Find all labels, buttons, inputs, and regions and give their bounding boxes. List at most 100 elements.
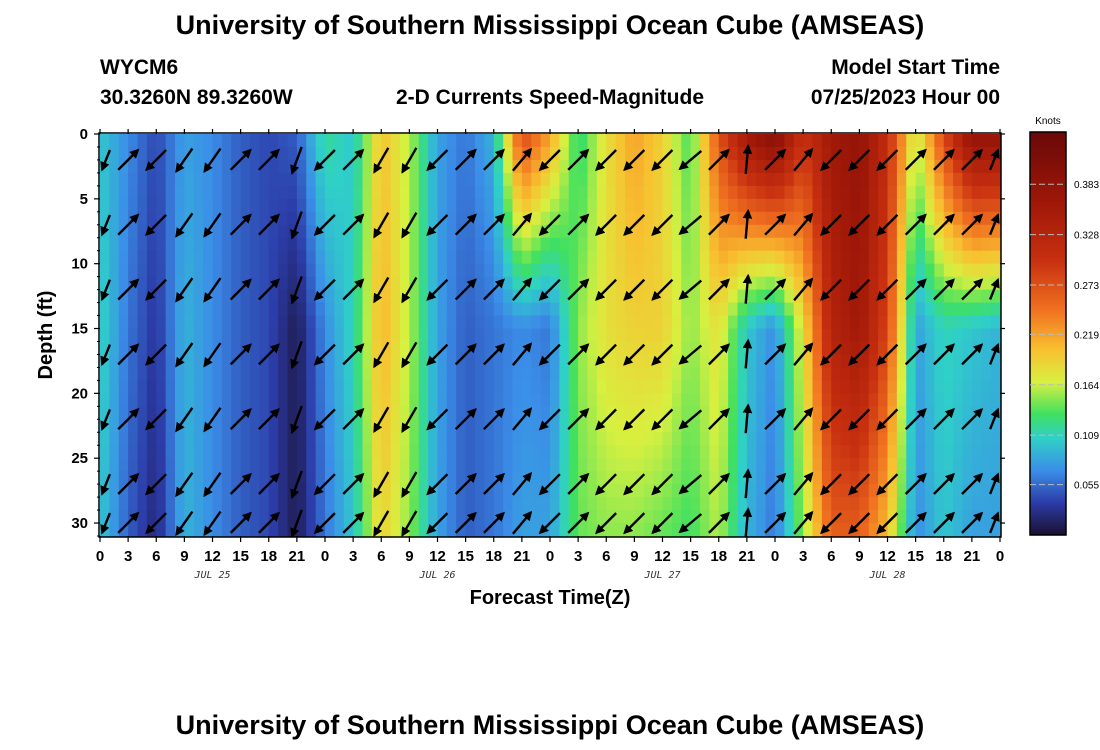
heatmap-cell <box>400 406 410 420</box>
heatmap-cell <box>371 328 382 343</box>
heatmap-cell <box>746 185 757 200</box>
heatmap-cell <box>268 237 279 252</box>
heatmap-cell <box>953 367 964 381</box>
heatmap-cell <box>709 159 720 174</box>
heatmap-cell <box>709 523 720 537</box>
heatmap-cell <box>240 237 251 252</box>
heatmap-cell <box>193 367 204 381</box>
heatmap-cell <box>953 354 964 369</box>
heatmap-cell <box>325 328 335 343</box>
heatmap-cell <box>231 393 242 407</box>
heatmap-cell <box>596 172 607 187</box>
heatmap-cell <box>428 458 439 472</box>
heatmap-cell <box>662 380 673 394</box>
heatmap-cell <box>493 185 504 200</box>
heatmap-cell <box>325 484 335 498</box>
heatmap-cell <box>156 250 167 265</box>
heatmap-cell <box>334 250 345 265</box>
heatmap-cell <box>737 406 748 420</box>
heatmap-cell <box>128 497 139 511</box>
heatmap-cell <box>709 302 720 317</box>
current-arrow <box>454 472 477 495</box>
heatmap-cell <box>156 445 167 459</box>
heatmap-cell <box>343 328 354 343</box>
heatmap-cell <box>503 419 514 433</box>
heatmap-cell <box>193 276 204 291</box>
heatmap-cell <box>793 367 804 381</box>
y-tick-label: 25 <box>71 450 88 467</box>
heatmap-cell <box>156 367 167 381</box>
heatmap-cell <box>634 354 645 369</box>
heatmap-cell <box>118 367 129 381</box>
heatmap-cell <box>446 250 457 265</box>
current-arrow <box>373 510 390 537</box>
heatmap-cell <box>165 224 176 239</box>
heatmap-cell <box>137 432 148 446</box>
heatmap-cell <box>728 315 739 330</box>
heatmap-cell <box>296 237 307 252</box>
heatmap-cell <box>456 406 467 420</box>
heatmap-cell <box>709 224 720 239</box>
heatmap-cell <box>428 510 439 524</box>
heatmap-cell <box>381 198 392 213</box>
heatmap-cell <box>803 484 814 498</box>
heatmap-cell <box>690 146 701 161</box>
heatmap-cell <box>700 185 710 200</box>
heatmap-cell <box>418 354 429 369</box>
heatmap-cell <box>371 380 382 394</box>
heatmap-cell <box>596 471 607 485</box>
heatmap-cell <box>296 146 307 161</box>
current-arrow <box>567 472 590 495</box>
heatmap-cell <box>709 172 720 187</box>
heatmap-cell <box>362 367 373 381</box>
heatmap-cell <box>728 302 739 317</box>
heatmap-cell <box>353 432 364 446</box>
heatmap-cell <box>981 198 992 213</box>
heatmap-cell <box>165 380 176 394</box>
heatmap-cell <box>971 289 982 304</box>
heatmap-cell <box>428 211 439 226</box>
x-tick-label: 12 <box>654 548 671 565</box>
heatmap-cell <box>203 302 214 317</box>
heatmap-cell <box>137 302 148 317</box>
heatmap-cell <box>859 393 870 407</box>
heatmap-cell <box>371 146 382 161</box>
heatmap-cell <box>306 328 317 343</box>
heatmap-cell <box>868 419 879 433</box>
heatmap-cell <box>728 406 739 420</box>
heatmap-cell <box>784 484 795 498</box>
heatmap-cell <box>221 432 232 446</box>
heatmap-cell <box>709 484 720 498</box>
heatmap-cell <box>568 302 579 317</box>
colorbar-gradient <box>1029 131 1067 536</box>
current-arrow <box>961 278 984 301</box>
x-tick-label: 15 <box>232 548 249 565</box>
heatmap-cell <box>221 380 232 394</box>
heatmap-cell <box>484 419 495 433</box>
heatmap-cell <box>878 458 889 472</box>
day-label: JUL 28 <box>868 570 905 581</box>
heatmap-cell <box>193 510 204 524</box>
heatmap-cell <box>625 328 635 343</box>
heatmap-cell <box>643 159 654 174</box>
current-arrow <box>876 343 899 366</box>
heatmap-cell <box>643 510 654 524</box>
heatmap-cell <box>250 471 260 485</box>
heatmap-cell <box>231 380 242 394</box>
heatmap-cell <box>737 341 748 356</box>
heatmap-cell <box>381 289 392 304</box>
heatmap-cell <box>756 146 767 161</box>
heatmap-cell <box>390 224 401 239</box>
heatmap-cell <box>475 146 485 161</box>
x-tick-label: 9 <box>180 548 188 565</box>
heatmap-cell <box>775 445 785 459</box>
heatmap-cell <box>784 289 795 304</box>
heatmap-cell <box>278 289 289 304</box>
heatmap-cell <box>531 263 542 278</box>
heatmap-cell <box>409 302 420 317</box>
heatmap-cell <box>728 471 739 485</box>
heatmap-cell <box>559 445 570 459</box>
heatmap-cell <box>465 497 476 511</box>
heatmap-cell <box>362 510 373 524</box>
heatmap-cell <box>615 237 626 252</box>
